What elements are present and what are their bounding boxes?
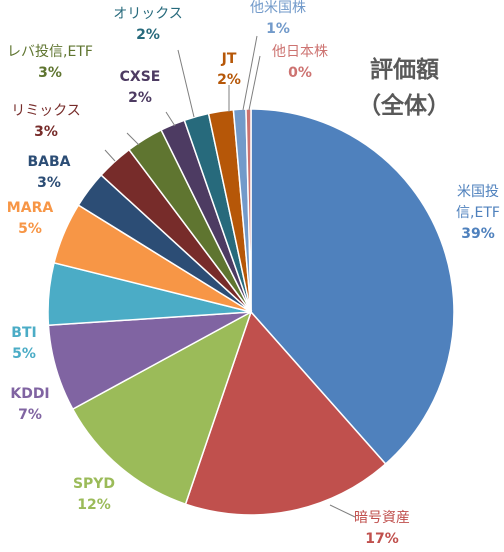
chart-title: 評価額 xyxy=(370,57,439,83)
data-label-name-8: リミックス xyxy=(11,103,81,119)
data-label-name-10: CXSE xyxy=(120,69,161,85)
pie-slice-14 xyxy=(245,108,252,313)
leader-line-10 xyxy=(165,111,176,127)
data-label-percent-7: 3% xyxy=(37,175,61,191)
data-label-name-14: 他日本株 xyxy=(272,44,328,60)
data-label-percent-6: 5% xyxy=(18,221,42,237)
data-label-percent-14: 0% xyxy=(288,65,312,81)
leader-line-13 xyxy=(242,35,258,111)
leader-line-11 xyxy=(177,49,195,118)
data-label-percent-1: 39% xyxy=(461,226,495,242)
data-label-percent-4: 7% xyxy=(18,407,42,423)
data-label-name-3: SPYD xyxy=(73,476,115,492)
leader-line-8 xyxy=(104,149,116,162)
data-label-name-7: BABA xyxy=(27,154,70,170)
data-label-name-13: 他米国株 xyxy=(250,0,306,16)
data-label-percent-11: 2% xyxy=(136,27,160,43)
data-label-percent-12: 2% xyxy=(217,72,241,88)
data-label-percent-9: 3% xyxy=(38,65,62,81)
data-label-percent-8: 3% xyxy=(34,124,58,140)
data-label-percent-5: 5% xyxy=(12,346,36,362)
pie-slice-2 xyxy=(184,310,387,516)
chart-subtitle: （全体） xyxy=(358,93,450,119)
data-label-percent-3: 12% xyxy=(77,497,111,513)
data-label-name-2: 暗号資産 xyxy=(354,510,410,526)
data-label-name-1: 米国投 xyxy=(457,184,499,200)
leader-line-9 xyxy=(126,132,140,146)
data-label-name-11: オリックス xyxy=(113,6,183,22)
data-label-name-6: MARA xyxy=(7,200,54,216)
data-label-name-5: BTI xyxy=(11,325,36,341)
pie-slice-1 xyxy=(250,108,455,466)
leader-line-14 xyxy=(248,55,261,111)
data-label-percent-2: 17% xyxy=(365,531,399,547)
data-label-name-12: JT xyxy=(221,51,237,67)
data-label-name-9: レバ投信,ETF xyxy=(7,44,93,60)
leader-line-2 xyxy=(329,504,356,518)
pie-slice-3 xyxy=(71,310,253,506)
data-label-percent-10: 2% xyxy=(128,90,152,106)
data-label-percent-13: 1% xyxy=(266,21,290,37)
data-label-name-1: 信,ETF xyxy=(456,205,500,221)
data-label-name-4: KDDI xyxy=(10,386,49,402)
